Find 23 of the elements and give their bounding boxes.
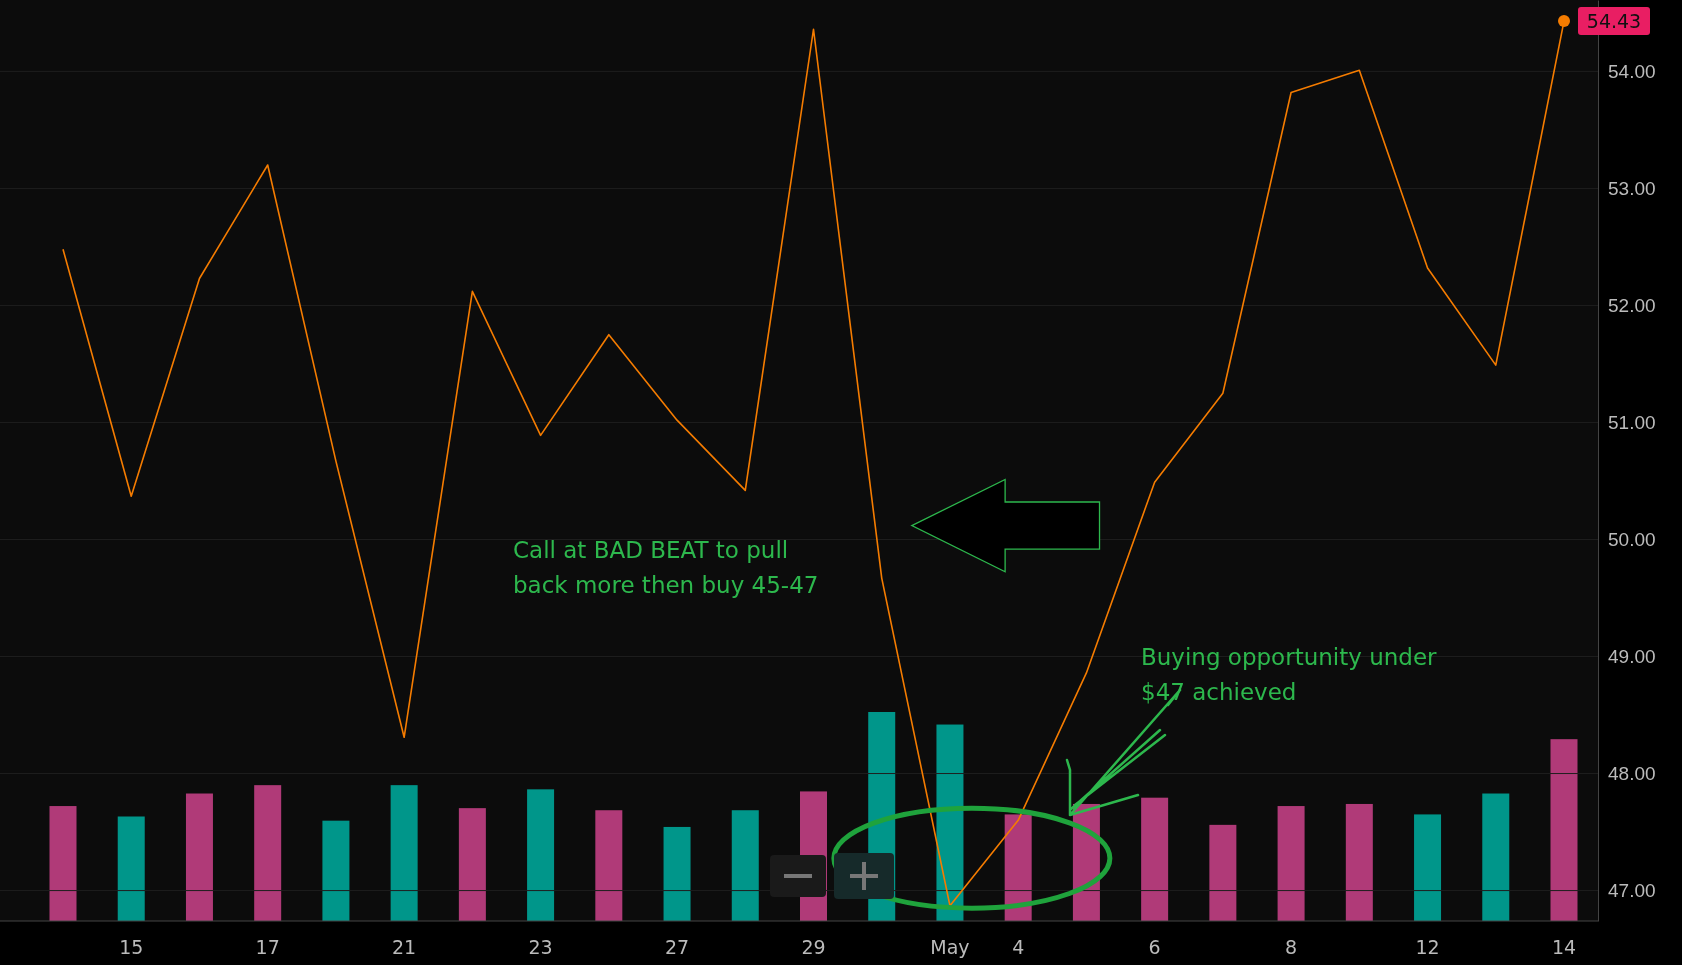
x-tick-label: May <box>930 936 970 958</box>
x-tick-label: 27 <box>664 936 690 958</box>
x-tick-label: 4 <box>1012 936 1025 958</box>
y-tick-label: 47.00 <box>1608 880 1656 902</box>
y-tick-label: 48.00 <box>1608 763 1656 785</box>
x-tick-label: 21 <box>392 936 417 958</box>
y-tick-label: 50.00 <box>1608 529 1656 551</box>
y-tick-label: 52.00 <box>1608 295 1656 317</box>
x-tick-label: 23 <box>528 936 553 958</box>
annotation: Buying opportunity under $47 achieved <box>1141 644 1438 705</box>
y-tick-label: 51.00 <box>1608 412 1656 434</box>
y-tick-label: 49.00 <box>1608 646 1656 668</box>
x-tick-label: 6 <box>1148 936 1161 958</box>
x-tick-label: 15 <box>119 936 144 958</box>
x-tick-label: 14 <box>1551 936 1577 958</box>
x-tick-label: 8 <box>1285 936 1298 958</box>
y-tick-label: 54.00 <box>1608 60 1656 82</box>
x-tick-label: 12 <box>1415 936 1440 958</box>
x-tick-label: 17 <box>255 936 280 958</box>
x-tick-label: 29 <box>801 936 826 958</box>
y-tick-label: 53.00 <box>1608 177 1656 199</box>
data-label: 54.43 <box>1586 10 1642 33</box>
annotation: Call at BAD BEAT to pull back more then buy 45-47 <box>513 537 819 598</box>
